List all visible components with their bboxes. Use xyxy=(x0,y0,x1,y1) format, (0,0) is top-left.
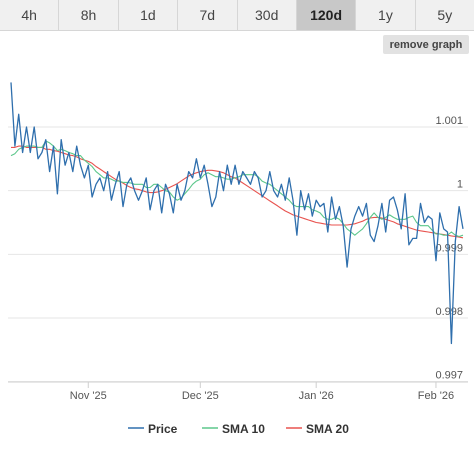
y-tick-label: 0.997 xyxy=(435,370,463,382)
tab-1d[interactable]: 1d xyxy=(119,0,179,30)
remove-graph-button[interactable]: remove graph xyxy=(383,35,469,54)
y-axis-labels: 0.997 0.998 0.999 1 1.001 xyxy=(435,115,463,382)
tab-30d[interactable]: 30d xyxy=(238,0,297,30)
x-tick-label: Nov '25 xyxy=(70,390,107,402)
x-axis: Nov '25 Dec '25 Jan '26 Feb '26 xyxy=(8,381,468,402)
legend-sma-10[interactable]: SMA 10 xyxy=(202,422,265,436)
chart-legend: Price SMA 10 SMA 20 xyxy=(128,422,349,436)
legend-label: SMA 10 xyxy=(222,422,265,436)
y-tick-label: 0.999 xyxy=(435,242,463,254)
y-tick-label: 1.001 xyxy=(435,115,463,127)
legend-sma-20[interactable]: SMA 20 xyxy=(286,422,349,436)
chart-series xyxy=(10,82,464,345)
x-tick-label: Jan '26 xyxy=(299,390,334,402)
legend-label: SMA 20 xyxy=(306,422,349,436)
price-line xyxy=(10,82,464,345)
legend-label: Price xyxy=(148,422,178,436)
tab-4h[interactable]: 4h xyxy=(0,0,60,30)
tab-1y[interactable]: 1y xyxy=(356,0,416,30)
x-tick-label: Dec '25 xyxy=(182,390,219,402)
tab-5y[interactable]: 5y xyxy=(437,7,453,23)
x-tick-label: Feb '26 xyxy=(418,390,454,402)
tab-8h[interactable]: 8h xyxy=(59,0,119,30)
legend-price[interactable]: Price xyxy=(128,422,178,436)
tab-120d[interactable]: 120d xyxy=(296,0,357,30)
time-range-tabs: 4h 8h 1d 7d 30d 120d 1y 5y xyxy=(0,0,474,31)
tab-7d[interactable]: 7d xyxy=(178,0,238,30)
chart-grid xyxy=(8,126,468,383)
y-tick-label: 1 xyxy=(457,179,463,191)
y-tick-label: 0.998 xyxy=(435,306,463,318)
